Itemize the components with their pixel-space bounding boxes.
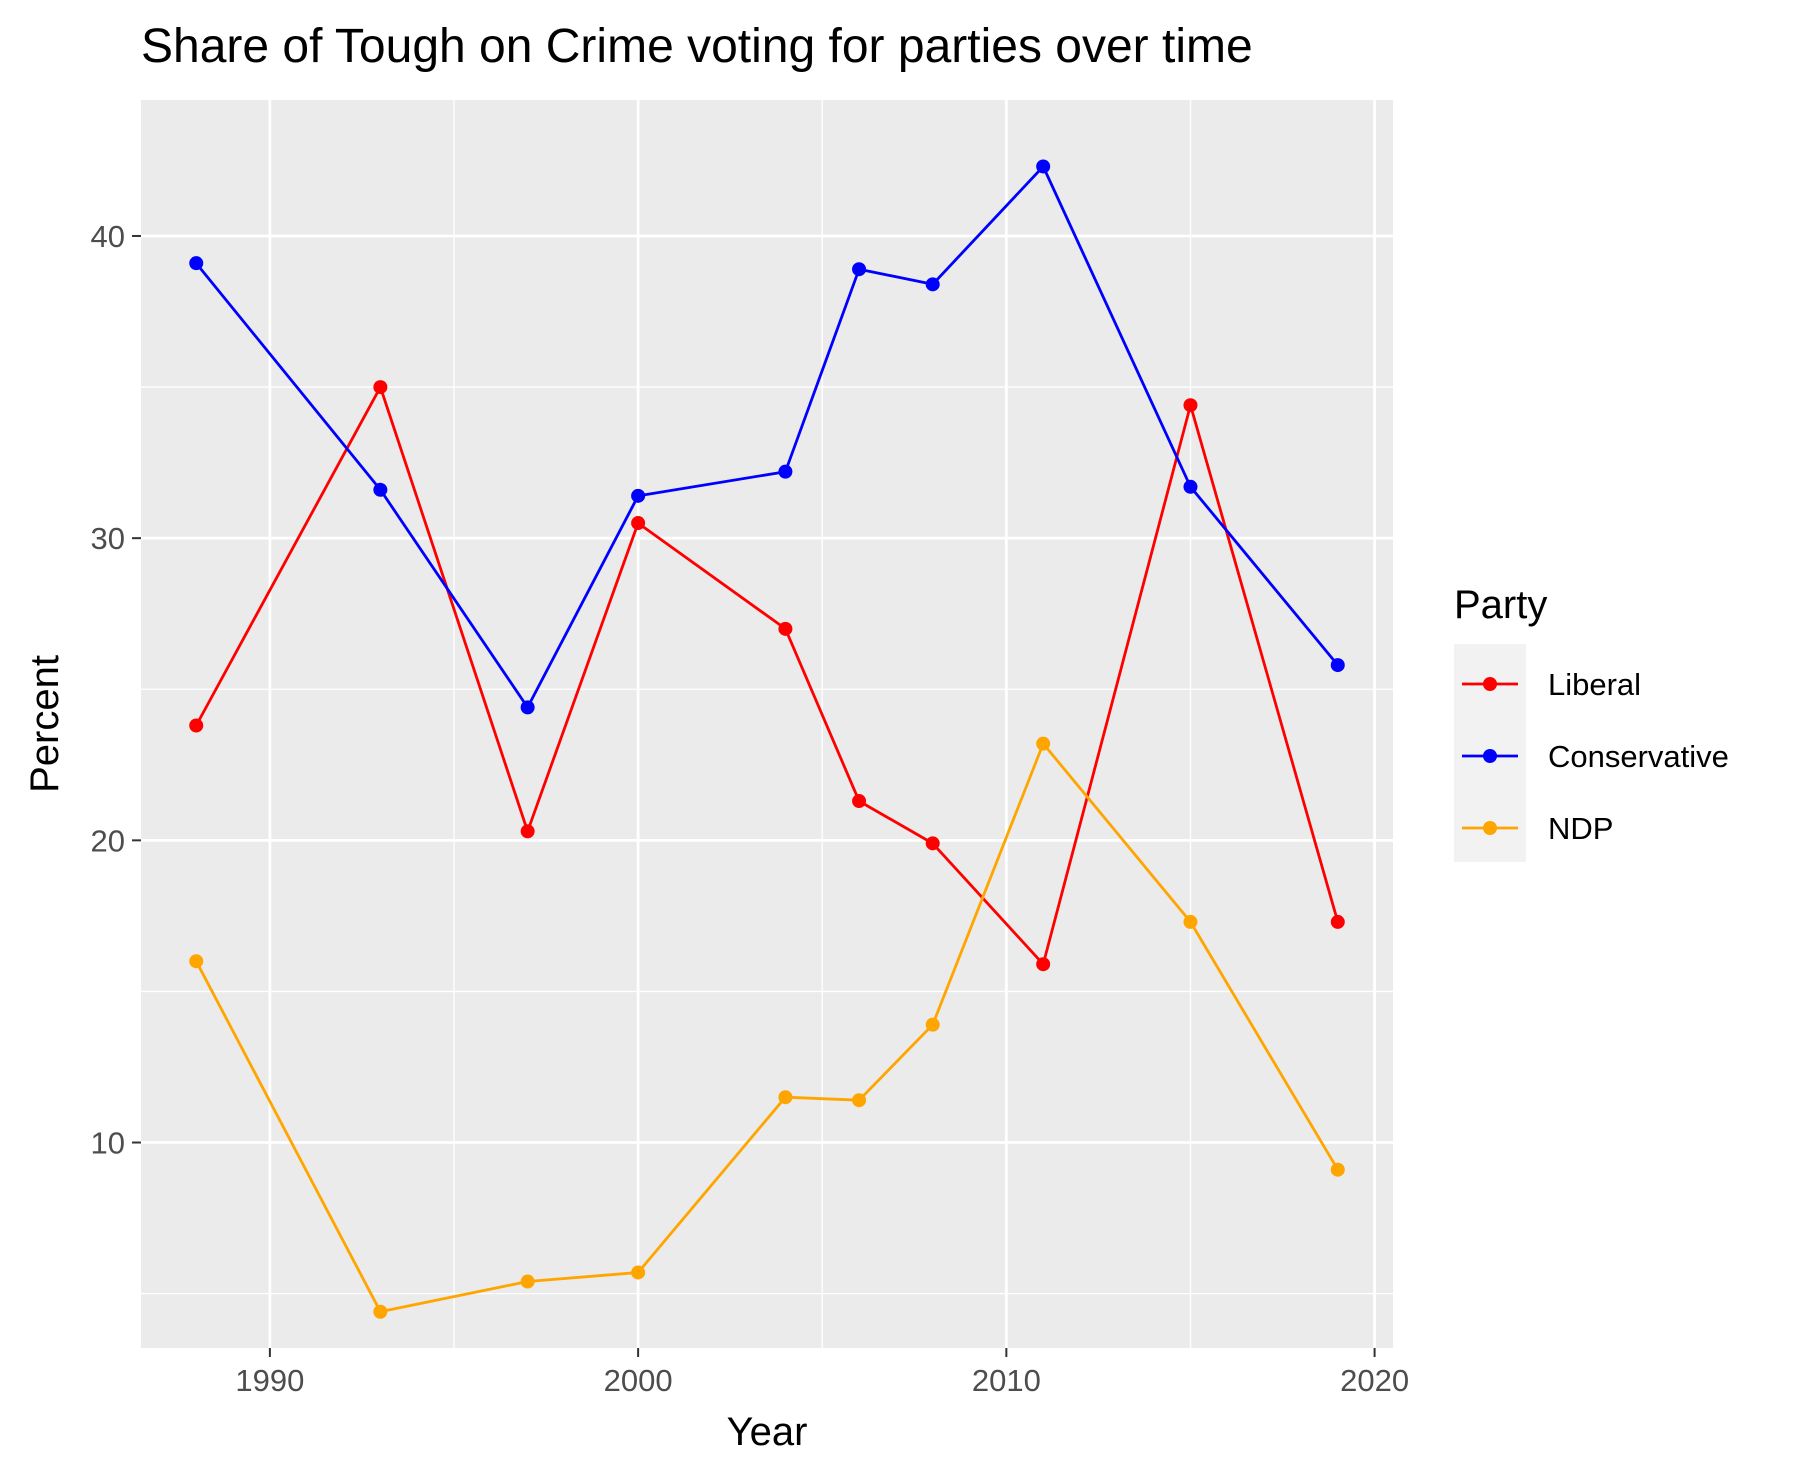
- x-tick-label: 2000: [604, 1363, 673, 1398]
- x-axis-title: Year: [727, 1410, 808, 1454]
- y-axis-title: Percent: [23, 655, 67, 793]
- legend-title: Party: [1454, 583, 1547, 627]
- data-point: [925, 277, 940, 292]
- legend-key-point: [1483, 677, 1497, 691]
- x-tick-label: 1990: [235, 1363, 304, 1398]
- data-point: [852, 794, 867, 809]
- legend-key-point: [1483, 749, 1497, 763]
- series-liberal: [189, 380, 1345, 972]
- series-line: [195, 165, 1339, 709]
- data-point: [778, 1090, 793, 1105]
- legend-items: Liberal Conservative NDP: [1462, 667, 1729, 846]
- data-point: [520, 1274, 535, 1289]
- series-line: [194, 742, 1340, 1314]
- series-layer: [189, 159, 1345, 1319]
- y-axis: 10 20 30 40: [91, 219, 141, 1161]
- data-point: [1036, 736, 1051, 751]
- plot-panel: [141, 100, 1393, 1348]
- data-point: [1183, 398, 1198, 413]
- data-point: [852, 262, 867, 277]
- major-gridlines: [141, 100, 1393, 1348]
- series-ndp: [189, 736, 1345, 1319]
- series-line: [194, 385, 1340, 966]
- data-point: [1330, 1162, 1345, 1177]
- y-tick-label: 20: [91, 823, 125, 858]
- legend-item-conservative: Conservative: [1462, 739, 1729, 774]
- legend-item-ndp: NDP: [1462, 811, 1613, 846]
- x-tick-label: 2020: [1340, 1363, 1409, 1398]
- data-point: [1330, 914, 1345, 929]
- data-point: [1183, 914, 1198, 929]
- legend: Party Liberal Conservative NDP: [1454, 583, 1729, 862]
- x-axis: 1990 2000 2010 2020: [235, 1348, 1409, 1398]
- data-point: [631, 516, 646, 531]
- data-point: [778, 621, 793, 636]
- x-tick-label: 2010: [972, 1363, 1041, 1398]
- chart-title: Share of Tough on Crime voting for parti…: [141, 20, 1253, 73]
- data-point: [925, 1017, 940, 1032]
- data-point: [373, 380, 388, 395]
- data-point: [373, 1304, 388, 1319]
- legend-item-liberal: Liberal: [1462, 667, 1641, 702]
- data-point: [778, 464, 793, 479]
- data-point: [520, 824, 535, 839]
- y-tick-label: 30: [91, 521, 125, 556]
- legend-label: NDP: [1548, 811, 1613, 846]
- data-point: [373, 482, 388, 497]
- y-tick-label: 40: [91, 219, 125, 254]
- legend-label: Liberal: [1548, 667, 1641, 702]
- data-point: [1330, 658, 1345, 673]
- legend-label: Conservative: [1548, 739, 1729, 774]
- y-tick-label: 10: [91, 1126, 125, 1161]
- series-conservative: [189, 159, 1345, 715]
- data-point: [189, 954, 204, 969]
- data-point: [1036, 159, 1051, 174]
- data-point: [631, 488, 646, 503]
- legend-key-point: [1483, 821, 1497, 835]
- data-point: [189, 256, 204, 271]
- data-point: [925, 836, 940, 851]
- data-point: [1036, 957, 1051, 972]
- data-point: [1183, 479, 1198, 494]
- minor-gridlines: [141, 100, 1393, 1348]
- data-point: [520, 700, 535, 715]
- data-point: [631, 1265, 646, 1280]
- data-point: [189, 718, 204, 733]
- data-point: [852, 1093, 867, 1108]
